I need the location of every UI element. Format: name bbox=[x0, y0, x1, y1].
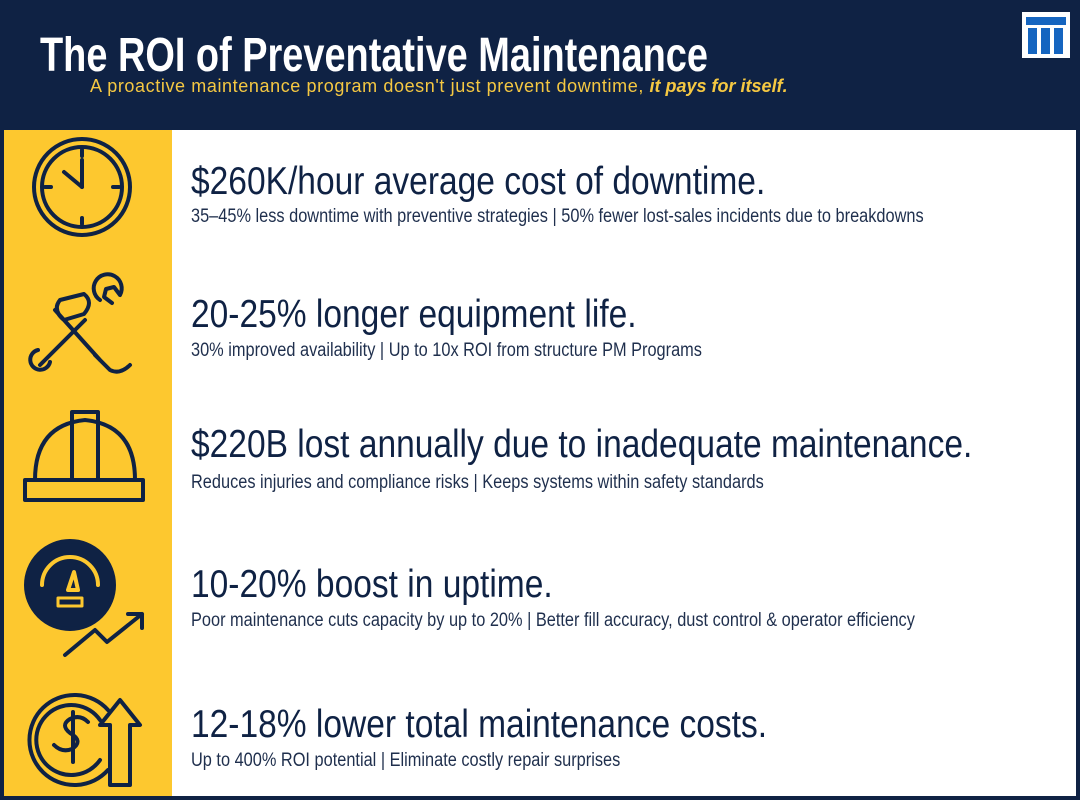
clock-icon bbox=[32, 137, 132, 237]
dollar-icon bbox=[27, 693, 142, 787]
details: 35–45% less downtime with preventive str… bbox=[191, 206, 924, 227]
title: The ROI of Preventative Maintenance bbox=[40, 29, 708, 82]
headline: 20-25% longer equipment life. bbox=[191, 293, 637, 336]
subtitle: A proactive maintenance program doesn't … bbox=[90, 76, 788, 97]
logo bbox=[1022, 12, 1070, 58]
icon-band bbox=[4, 130, 172, 796]
wrench-icon bbox=[28, 272, 132, 374]
details: Up to 400% ROI potential | Eliminate cos… bbox=[191, 750, 621, 771]
headline: 10-20% boost in uptime. bbox=[191, 563, 553, 606]
subtitle-lead: A proactive maintenance program doesn't … bbox=[90, 76, 644, 96]
gauge-icon bbox=[24, 539, 144, 657]
headline: 12-18% lower total maintenance costs. bbox=[191, 703, 768, 746]
details: 30% improved availability | Up to 10x RO… bbox=[191, 340, 702, 361]
headline: $220B lost annually due to inadequate ma… bbox=[191, 423, 973, 466]
subtitle-emphasis: it pays for itself. bbox=[649, 76, 788, 96]
headline: $260K/hour average cost of downtime. bbox=[191, 160, 766, 203]
hardhat-icon bbox=[23, 410, 145, 502]
content-panel bbox=[172, 130, 1076, 796]
details: Reduces injuries and compliance risks | … bbox=[191, 472, 764, 493]
details: Poor maintenance cuts capacity by up to … bbox=[191, 610, 915, 631]
